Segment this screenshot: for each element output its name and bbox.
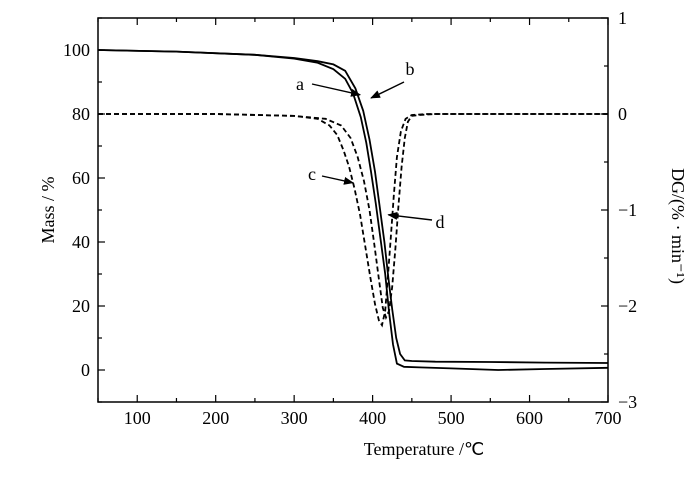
left-y-tick-label: 0: [81, 360, 90, 380]
x-tick-label: 700: [595, 408, 622, 428]
ticks-layer: 100 200 300 400 500 600 700 0 20 40 60 80 100 1 0 −1 −2 −…: [63, 8, 637, 428]
x-axis-title: Temperature /℃: [364, 439, 484, 459]
right-y-tick-label: 1: [618, 8, 627, 28]
left-axis-title: Mass / %: [38, 176, 58, 243]
series-d-line: [98, 113, 608, 320]
series-a-line: [97, 49, 609, 371]
annotation-arrow-b: [370, 81, 405, 99]
left-y-tick-label: 60: [72, 168, 90, 188]
left-y-tick-label: 20: [72, 296, 90, 316]
series-c-line: [98, 113, 608, 328]
axes-layer: [97, 17, 609, 403]
x-tick-label: 100: [124, 408, 151, 428]
x-tick-label: 200: [202, 408, 229, 428]
right-y-tick-label: 0: [618, 104, 627, 124]
annotation-arrow-c: [321, 175, 354, 185]
annotation-label-d: d: [436, 212, 445, 232]
plot-frame: [97, 17, 609, 403]
annotation-label-b: b: [406, 59, 415, 79]
right-axis-title: DG/(% · min⁻¹): [667, 168, 688, 284]
x-tick-label: 600: [516, 408, 543, 428]
left-y-tick-label: 40: [72, 232, 90, 252]
x-tick-label: 300: [281, 408, 308, 428]
annotation-arrow-a: [311, 83, 362, 97]
x-tick-label: 500: [438, 408, 465, 428]
x-tick-label: 400: [359, 408, 386, 428]
left-y-tick-label: 100: [63, 40, 90, 60]
annotation-label-c: c: [308, 164, 316, 184]
right-y-tick-label: −1: [618, 200, 637, 220]
right-y-tick-label: −2: [618, 296, 637, 316]
right-y-tick-label: −3: [618, 392, 637, 412]
plot-content: [97, 49, 609, 371]
annotation-label-a: a: [296, 74, 304, 94]
annotations-layer: a b c d: [296, 59, 445, 232]
series-b-line: [97, 49, 609, 364]
annotation-arrow-d: [387, 211, 433, 221]
left-y-tick-label: 80: [72, 104, 90, 124]
